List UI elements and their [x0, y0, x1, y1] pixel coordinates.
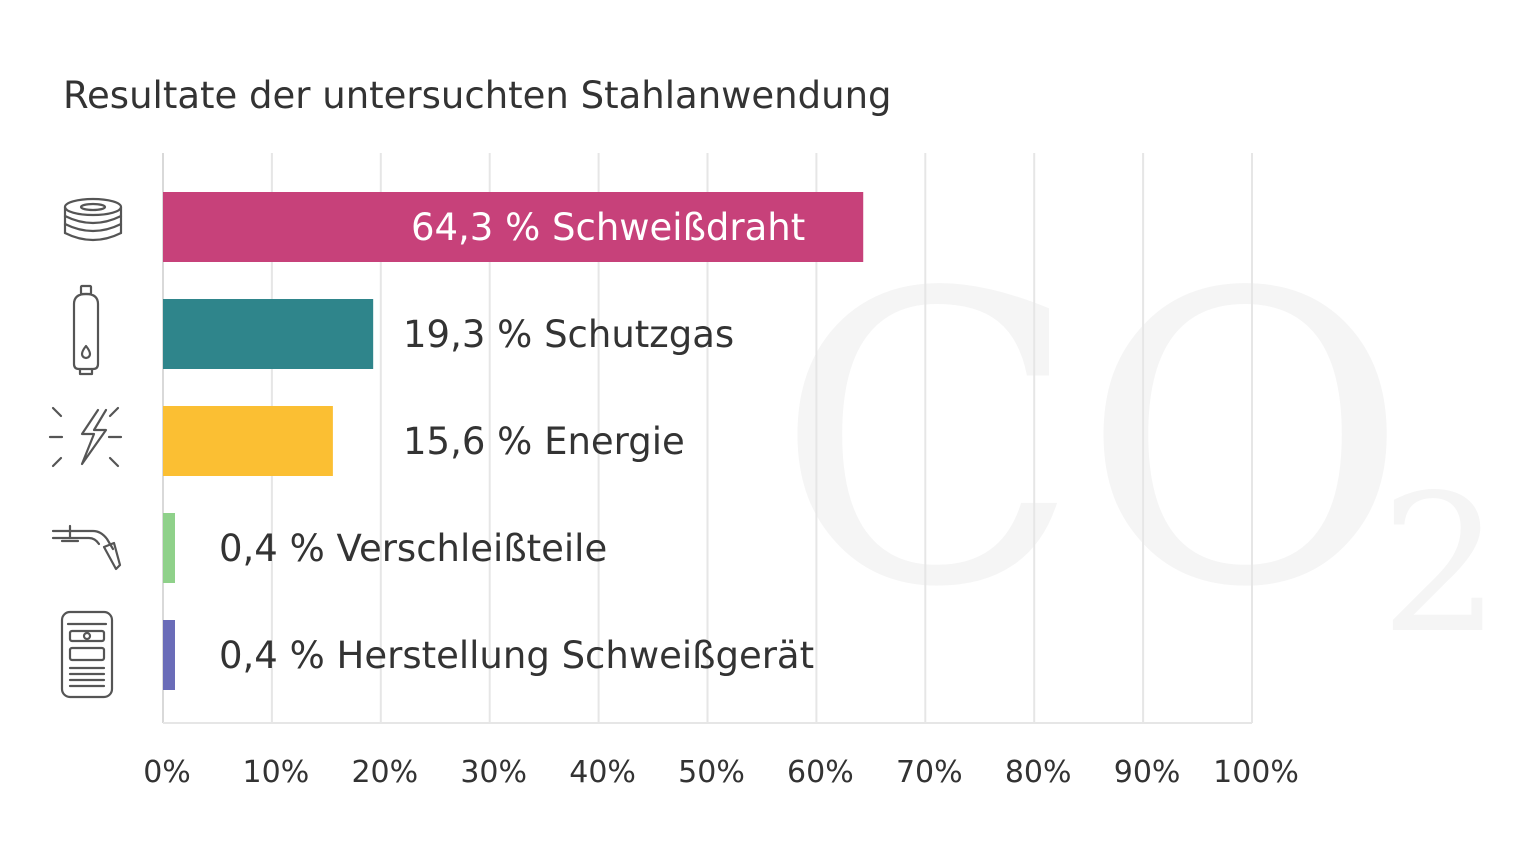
bar-energie [163, 406, 333, 476]
bar-schutzgas [163, 299, 374, 369]
x-tick-label: 90% [1114, 755, 1181, 790]
bar-herstellung-schwei-ger-t [163, 620, 175, 690]
welding-machine-icon [60, 610, 114, 699]
x-tick-label: 100% [1213, 755, 1299, 790]
bar-label: 15,6 % Energie [403, 420, 685, 463]
wire-spool-icon [63, 197, 123, 242]
x-tick-label: 20% [351, 755, 418, 790]
bar-label: 19,3 % Schutzgas [403, 313, 734, 356]
bar-label: 0,4 % Herstellung Schweißgerät [219, 634, 814, 677]
x-axis-ticks: 0% 10% 20% 30% 40% 50% 60% 70% 80% 90% 100% [143, 755, 1299, 790]
gas-bottle-icon [72, 284, 100, 376]
lightning-icon [48, 406, 123, 468]
bar-verschlei-teile [163, 513, 175, 583]
x-tick-label: 10% [243, 755, 310, 790]
x-tick-label: 30% [460, 755, 527, 790]
bar-label: 0,4 % Verschleißteile [219, 527, 607, 570]
watermark-main: CO [775, 210, 1409, 675]
x-tick-label: 70% [896, 755, 963, 790]
x-tick-label: 0% [143, 755, 191, 790]
welding-torch-icon [51, 524, 122, 571]
bar-schwei-draht [163, 192, 864, 262]
x-tick-label: 60% [787, 755, 854, 790]
co2-watermark: CO 2 [775, 210, 1501, 675]
bar-label: 64,3 % Schweißdraht [411, 206, 805, 249]
x-tick-label: 50% [678, 755, 745, 790]
x-tick-label: 40% [569, 755, 636, 790]
x-tick-label: 80% [1005, 755, 1072, 790]
bar-labels: 64,3 % Schweißdraht 19,3 % Schutzgas 15,6 … [219, 206, 814, 677]
chart-title: Resultate der untersuchten Stahlanwendun… [63, 74, 892, 117]
watermark-subscript: 2 [1380, 454, 1501, 675]
bars [163, 192, 864, 690]
